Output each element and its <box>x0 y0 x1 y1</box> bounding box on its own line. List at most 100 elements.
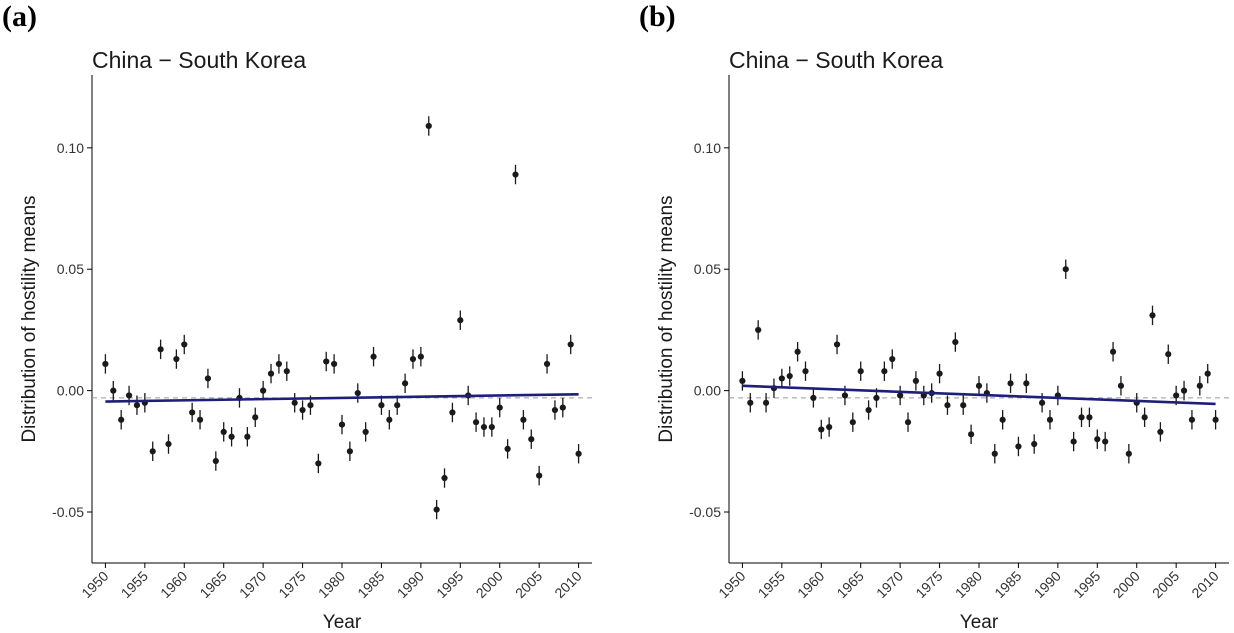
data-point <box>747 399 754 406</box>
data-point <box>802 368 809 375</box>
y-tick-label: 0.05 <box>57 261 84 277</box>
x-tick-label: 1960 <box>794 568 827 601</box>
data-point <box>1173 392 1180 399</box>
data-point <box>133 402 141 409</box>
data-point <box>165 440 172 448</box>
data-point <box>433 506 440 513</box>
data-point <box>417 353 424 360</box>
data-point <box>1188 416 1196 423</box>
data-point <box>865 406 872 414</box>
data-point <box>897 392 904 399</box>
data-point <box>1180 387 1188 394</box>
y-tick-label: 0.10 <box>694 140 721 156</box>
data-point <box>952 338 959 346</box>
data-point <box>786 372 793 380</box>
x-tick-label: 1960 <box>157 568 190 601</box>
data-point <box>833 341 841 348</box>
data-point <box>315 460 322 467</box>
x-tick-label: 1975 <box>275 568 308 601</box>
data-point <box>157 346 164 353</box>
data-point <box>346 448 353 455</box>
data-point <box>1117 382 1125 389</box>
data-point <box>975 382 983 389</box>
data-point <box>1157 428 1164 435</box>
data-point <box>457 317 464 324</box>
data-point <box>338 421 346 428</box>
data-point <box>912 377 920 385</box>
x-tick-label: 1980 <box>315 568 348 601</box>
data-point <box>291 399 298 406</box>
x-tick-label: 1980 <box>952 568 985 601</box>
x-tick-label: 1965 <box>196 568 229 601</box>
x-axis-title: Year <box>323 612 362 633</box>
data-point <box>873 394 880 402</box>
data-point <box>441 474 448 482</box>
data-point <box>543 360 551 368</box>
data-point <box>1165 351 1172 358</box>
data-point <box>267 370 275 377</box>
data-point <box>220 428 227 435</box>
data-point <box>991 450 998 457</box>
plot-title: China − South Korea <box>92 47 306 73</box>
data-point <box>480 423 488 431</box>
trend-line <box>105 392 579 403</box>
x-tick-label: 1975 <box>912 568 945 601</box>
data-point <box>110 387 117 394</box>
data-point <box>1212 416 1219 423</box>
data-point <box>567 341 574 348</box>
data-point <box>889 355 896 363</box>
data-point <box>488 423 495 431</box>
data-point <box>189 409 196 416</box>
x-tick-label: 1990 <box>394 568 427 601</box>
data-point <box>1094 436 1101 443</box>
y-tick-label: -0.05 <box>689 504 721 520</box>
data-point <box>1125 450 1132 457</box>
x-axis-title: Year <box>960 612 999 633</box>
data-point <box>794 348 801 355</box>
data-point <box>755 326 762 334</box>
data-point <box>826 423 833 431</box>
data-point <box>1141 414 1148 421</box>
y-tick-label: 0.00 <box>57 383 84 399</box>
data-point <box>228 433 235 440</box>
data-point <box>762 399 770 406</box>
data-point <box>968 431 975 438</box>
data-point <box>275 360 283 368</box>
y-tick-label: 0.05 <box>694 261 721 277</box>
data-point <box>559 404 566 411</box>
data-point <box>520 416 527 423</box>
data-point <box>551 406 559 414</box>
data-point <box>1078 414 1085 421</box>
data-point <box>244 433 251 440</box>
x-tick-label: 1955 <box>755 568 788 601</box>
x-tick-label: 2000 <box>1110 568 1143 601</box>
data-point <box>370 353 377 360</box>
data-point <box>849 419 856 426</box>
x-tick-label: 1955 <box>118 568 151 601</box>
data-point <box>425 122 432 130</box>
data-point <box>204 375 212 382</box>
data-point <box>394 402 401 409</box>
x-tick-label: 1995 <box>1070 568 1103 601</box>
data-point <box>536 472 543 479</box>
x-tick-label: 1985 <box>354 568 387 601</box>
data-point <box>1070 438 1077 445</box>
data-point <box>472 419 480 426</box>
x-tick-label: 1985 <box>991 568 1024 601</box>
data-point <box>778 375 785 382</box>
data-point <box>1031 440 1038 448</box>
data-point <box>118 416 125 423</box>
data-point <box>299 406 306 414</box>
y-axis-title: Distribution of hostility means <box>656 195 677 442</box>
data-point <box>1038 399 1046 406</box>
trend-line <box>742 384 1216 406</box>
data-point <box>331 360 338 368</box>
x-tick-label: 1995 <box>433 568 466 601</box>
data-point <box>1204 370 1211 377</box>
data-point <box>1062 266 1069 273</box>
data-point <box>1015 443 1022 450</box>
x-tick-label: 2000 <box>473 568 506 601</box>
data-point <box>307 402 314 409</box>
panel-a: China − South Korea -0.05 0.00 0.05 0.10 1950… <box>19 47 592 633</box>
panel-label-a: (a) <box>2 0 37 33</box>
